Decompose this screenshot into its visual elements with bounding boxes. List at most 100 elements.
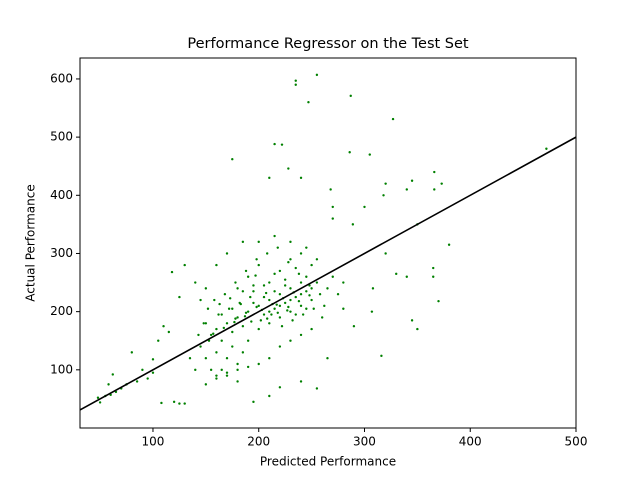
point	[231, 345, 234, 348]
point	[236, 287, 239, 290]
point	[289, 240, 292, 244]
y-tick-label: 300	[50, 246, 73, 260]
point	[294, 313, 297, 316]
point	[440, 182, 443, 185]
point	[315, 258, 319, 261]
point	[151, 358, 155, 361]
point	[225, 371, 229, 374]
point	[225, 252, 229, 255]
x-tick-label: 400	[459, 435, 482, 449]
point	[301, 313, 305, 316]
point	[227, 307, 231, 310]
point	[289, 310, 292, 313]
point	[244, 269, 248, 273]
point	[218, 302, 221, 306]
point	[246, 339, 250, 342]
point	[264, 291, 268, 295]
point	[287, 167, 290, 170]
point	[299, 176, 303, 180]
point	[299, 304, 303, 308]
point	[111, 373, 114, 376]
point	[265, 317, 269, 320]
point	[241, 351, 245, 354]
point	[287, 260, 290, 264]
point	[410, 319, 414, 322]
point	[275, 303, 278, 306]
point	[326, 287, 329, 290]
point	[395, 272, 398, 276]
point	[231, 330, 234, 334]
point	[432, 266, 435, 270]
fit-line	[79, 136, 577, 411]
point	[252, 400, 255, 404]
point	[199, 345, 202, 348]
point	[220, 339, 223, 342]
point	[223, 292, 227, 296]
point	[289, 298, 292, 302]
point	[278, 292, 282, 296]
point	[286, 309, 289, 312]
point	[342, 307, 345, 310]
point	[268, 176, 271, 180]
point	[233, 320, 236, 324]
point	[225, 322, 229, 325]
point	[291, 319, 294, 322]
plot-frame	[79, 57, 577, 429]
x-tick-label: 200	[247, 435, 270, 449]
point	[188, 356, 192, 360]
point	[410, 179, 414, 182]
point	[217, 313, 220, 316]
point	[294, 295, 297, 299]
point	[206, 307, 210, 310]
point	[294, 79, 297, 82]
point	[231, 307, 234, 310]
point	[545, 147, 548, 150]
y-tick-label: 200	[50, 304, 73, 318]
point	[268, 281, 271, 284]
point	[135, 380, 139, 383]
point	[299, 380, 303, 383]
point	[305, 275, 308, 278]
point	[310, 287, 313, 290]
point	[215, 374, 218, 377]
point	[213, 298, 216, 302]
point	[310, 263, 313, 267]
point	[380, 354, 383, 358]
point	[225, 356, 229, 360]
x-tick-label: 300	[353, 435, 376, 449]
point	[194, 281, 197, 284]
point	[371, 287, 375, 290]
point	[204, 383, 208, 386]
point	[157, 339, 160, 342]
point	[236, 362, 239, 366]
point	[204, 322, 208, 325]
y-tick-label: 400	[50, 188, 73, 202]
point	[262, 295, 266, 299]
x-tick-label: 100	[142, 435, 165, 449]
point	[257, 304, 260, 308]
point	[299, 333, 303, 337]
point	[215, 351, 218, 354]
point	[209, 368, 213, 372]
point	[278, 345, 282, 348]
point	[336, 292, 340, 296]
point	[246, 310, 250, 313]
y-tick-label: 500	[50, 130, 73, 144]
point	[278, 269, 282, 273]
point	[405, 275, 408, 278]
y-axis-label: Actual Performance	[24, 184, 38, 301]
point	[315, 387, 319, 390]
point	[252, 301, 255, 305]
point	[244, 311, 248, 315]
point	[215, 377, 218, 380]
point	[315, 73, 319, 77]
point	[268, 322, 271, 325]
point	[278, 304, 282, 308]
point	[405, 188, 408, 191]
point	[320, 316, 324, 319]
point	[239, 302, 242, 306]
point	[318, 292, 322, 296]
point	[220, 368, 223, 372]
point	[98, 401, 102, 404]
